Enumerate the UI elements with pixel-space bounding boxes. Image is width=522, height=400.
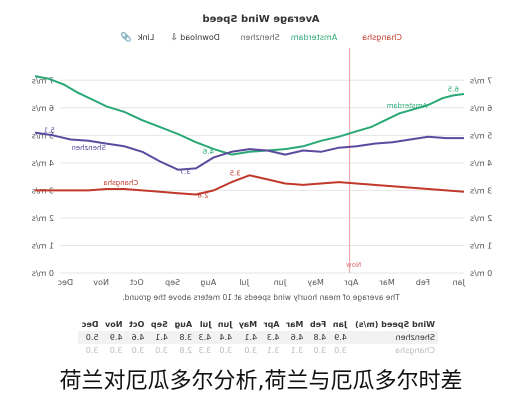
table-header-label: Wind Speed (m/s) bbox=[355, 320, 435, 329]
table-header-dec: Dec bbox=[81, 320, 99, 329]
y-tick-label-left: 7 m/s bbox=[470, 76, 492, 85]
table-cell: 4.1 bbox=[244, 333, 258, 342]
x-tick-label-oct: Oct bbox=[130, 278, 144, 287]
table-cell: 3.3 bbox=[198, 346, 212, 355]
chart-title: Average Wind Speed bbox=[202, 14, 319, 25]
table-cell: 4.9 bbox=[109, 333, 123, 342]
table-cell: 4.4 bbox=[219, 333, 233, 342]
data-label-amsterdam: 4.6 bbox=[202, 148, 214, 156]
data-label-shenzhen: 5.1 bbox=[44, 127, 55, 135]
table-header-apr: Apr bbox=[263, 320, 280, 329]
x-tick-label-jun: Jun bbox=[274, 278, 288, 287]
table-cell: 4.9 bbox=[334, 333, 347, 342]
y-tick-label-left: 6 m/s bbox=[470, 104, 492, 113]
data-label-changsha: 3.5 bbox=[230, 169, 241, 177]
now-marker-label: Now bbox=[346, 261, 362, 269]
table-cell: 4.3 bbox=[266, 333, 280, 342]
table-cell: 3.0 bbox=[155, 346, 168, 355]
wind-speed-chart: Average Wind Speed Changsha Amsterdam Shenz… bbox=[32, 14, 493, 302]
y-tick-label-right: 2 m/s bbox=[32, 214, 54, 223]
y-tick-label-left: 4 m/s bbox=[470, 159, 492, 168]
table-cell: 2.8 bbox=[179, 346, 193, 355]
y-tick-label-right: 1 m/s bbox=[32, 241, 54, 250]
table-header-nov: Nov bbox=[105, 320, 123, 329]
table-header-jul: Jul bbox=[199, 320, 212, 329]
data-label-changsha: 2.8 bbox=[197, 191, 208, 199]
y-tick-label-left: 3 m/s bbox=[470, 186, 492, 195]
table-cell: Shenzhen bbox=[395, 333, 435, 342]
table-cell: 4.3 bbox=[198, 333, 212, 342]
y-tick-label-right: 0 m/s bbox=[32, 269, 54, 278]
x-tick-label-apr: Apr bbox=[344, 278, 359, 287]
series-line-amsterdam bbox=[34, 75, 465, 156]
table-cell: 4.6 bbox=[290, 333, 304, 342]
mirrored-chart-wrapper: Average Wind Speed Changsha Amsterdam Shenz… bbox=[32, 14, 493, 302]
x-tick-label-may: May bbox=[307, 278, 324, 287]
table-cell: 4.8 bbox=[313, 333, 327, 342]
table-header-oct: Oct bbox=[128, 320, 145, 329]
y-tick-label-right: 7 m/s bbox=[32, 76, 54, 85]
table-row: Changsha 3.0 3.0 3.1 3.1 3.0 3.0 3.3 2.8… bbox=[78, 344, 438, 357]
table-cell: 3.1 bbox=[290, 346, 304, 355]
table-cell: 3.0 bbox=[109, 346, 123, 355]
series-line-changsha bbox=[35, 174, 465, 196]
legend-item-changsha: Changsha bbox=[362, 33, 402, 42]
y-tick-label-right: 5 m/s bbox=[32, 131, 54, 140]
table-cell: 3.0 bbox=[219, 346, 233, 355]
legend-item-download: Download bbox=[180, 33, 220, 42]
x-tick-label-dec: Dec bbox=[58, 278, 73, 287]
y-tick-label-left: 1 m/s bbox=[470, 241, 492, 250]
data-label-shenzhen: Shenzhen bbox=[71, 144, 105, 152]
legend-item-shenzhen: Shenzhen bbox=[240, 33, 279, 42]
overlay-caption: 荷兰对厄瓜多尔分析,荷兰与厄瓜多尔时差 bbox=[59, 369, 463, 394]
table-header-may: May bbox=[238, 320, 258, 329]
data-label-amsterdam: Amsterdam bbox=[386, 102, 427, 110]
y-tick-label-right: 6 m/s bbox=[32, 104, 54, 113]
table-header-feb: Feb bbox=[309, 320, 327, 329]
table-header-row: Wind Speed (m/s) Jan Feb Mar Apr May Jun… bbox=[78, 318, 438, 331]
y-tick-label-left: 2 m/s bbox=[470, 214, 492, 223]
table-cell: 3.0 bbox=[334, 346, 347, 355]
y-tick-label-right: 4 m/s bbox=[32, 159, 54, 168]
x-tick-label-feb: Feb bbox=[416, 278, 430, 287]
table-header-mar: Mar bbox=[286, 320, 304, 329]
table-header-jan: Jan bbox=[332, 320, 347, 329]
data-label-shenzhen: 3.7 bbox=[180, 168, 191, 176]
data-label-amsterdam: 6.5 bbox=[448, 85, 459, 93]
table-header-sep: Sep bbox=[150, 320, 168, 329]
wind-speed-table: Wind Speed (m/s) Jan Feb Mar Apr May Jun… bbox=[78, 318, 438, 357]
legend-item-amsterdam: Amsterdam bbox=[291, 33, 338, 42]
table-cell: Changsha bbox=[395, 346, 435, 355]
table-cell: 5.0 bbox=[85, 333, 99, 342]
table-header-jun: Jun bbox=[217, 320, 233, 329]
table-cell: 3.8 bbox=[179, 333, 193, 342]
chart-caption: The average of mean hourly wind speeds a… bbox=[122, 293, 401, 302]
x-tick-label-mar: Mar bbox=[379, 278, 395, 287]
x-tick-label-aug: Aug bbox=[201, 278, 217, 287]
x-tick-label-jan: Jan bbox=[452, 278, 465, 287]
legend-item-link: Link bbox=[137, 33, 154, 42]
table-cell: 3.1 bbox=[266, 346, 280, 355]
table-cell: 4.1 bbox=[155, 333, 168, 342]
data-label-changsha: Changsha bbox=[103, 179, 138, 187]
table-cell: 3.0 bbox=[85, 346, 99, 355]
y-tick-label-left: 0 m/s bbox=[470, 269, 492, 278]
x-tick-label-sep: Sep bbox=[165, 278, 180, 287]
x-tick-label-nov: Nov bbox=[93, 278, 109, 287]
series-line-shenzhen bbox=[34, 131, 464, 171]
table-row: Shenzhen 4.9 4.8 4.6 4.3 4.1 4.4 4.3 3.8… bbox=[78, 331, 438, 344]
download-icon: ⇩ bbox=[170, 33, 178, 43]
table-cell: 3.0 bbox=[313, 346, 327, 355]
link-icon: 🔗 bbox=[120, 31, 131, 43]
x-tick-label-jul: Jul bbox=[239, 278, 250, 287]
table-cell: 3.0 bbox=[131, 346, 145, 355]
table-cell: 4.6 bbox=[131, 333, 145, 342]
table-header-aug: Aug bbox=[174, 320, 193, 329]
table-cell: 3.0 bbox=[244, 346, 258, 355]
y-tick-label-left: 5 m/s bbox=[470, 131, 492, 140]
